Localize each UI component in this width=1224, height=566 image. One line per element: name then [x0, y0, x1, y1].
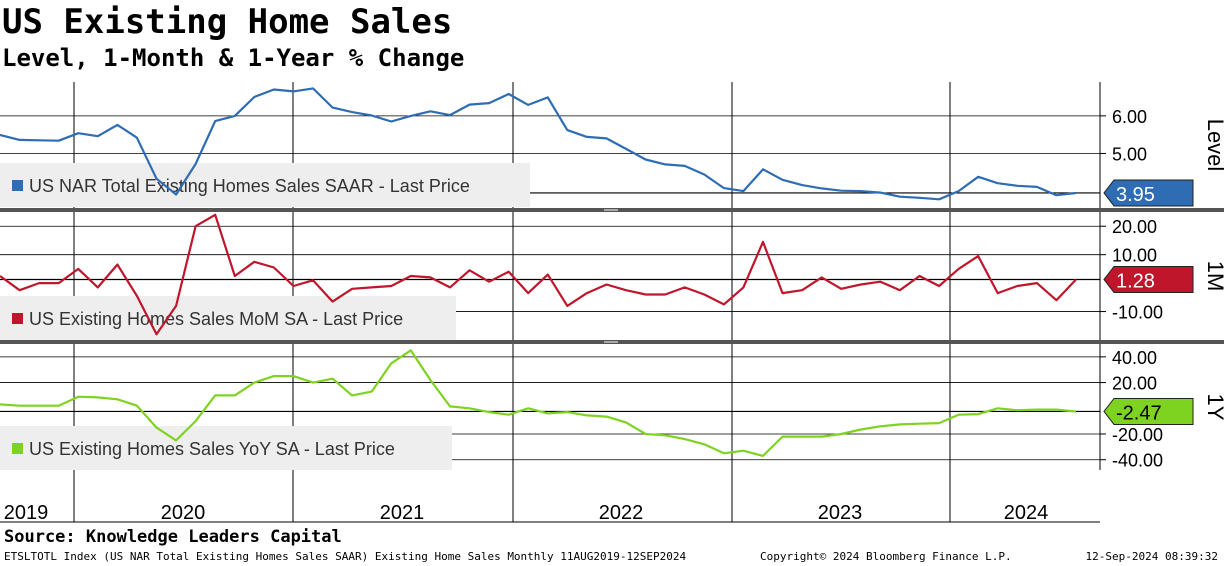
level-last-value-tag — [1103, 179, 1194, 207]
yoy-last-value-text: -2.47 — [1116, 402, 1162, 424]
x-tick-label-2023: 2023 — [818, 502, 863, 524]
footer-timestamp: 12-Sep-2024 08:39:32 — [1085, 550, 1218, 563]
x-tick-label-2019: 2019 — [4, 502, 49, 524]
level-legend-text: US NAR Total Existing Homes Sales SAAR -… — [29, 176, 470, 196]
yoy-tick-label-3: -40.00 — [1112, 451, 1163, 471]
mom-tick-label-0: 20.00 — [1112, 217, 1157, 237]
mom-legend-text: US Existing Homes Sales MoM SA - Last Pr… — [29, 309, 403, 329]
level-last-value-text: 3.95 — [1116, 184, 1155, 206]
yoy-legend-swatch — [12, 443, 23, 454]
x-tick-label-2024: 2024 — [1004, 502, 1049, 524]
level-legend-box — [0, 163, 530, 207]
source-note: Source: Knowledge Leaders Capital — [4, 527, 342, 547]
x-tick-label-2021: 2021 — [380, 502, 425, 524]
yoy-panel-label: 1Y — [1203, 394, 1224, 421]
mom-last-value-text: 1.28 — [1116, 270, 1155, 292]
yoy-legend-text: US Existing Homes Sales YoY SA - Last Pr… — [29, 439, 395, 459]
chart-subtitle: Level, 1-Month & 1-Year % Change — [2, 44, 465, 72]
mom-tick-label-2: -10.00 — [1112, 303, 1163, 323]
x-tick-label-2020: 2020 — [161, 502, 206, 524]
level-panel-label: Level — [1203, 119, 1224, 172]
level-tick-label-1: 5.00 — [1112, 144, 1147, 164]
mom-series-line — [0, 213, 1077, 336]
x-tick-label-2022: 2022 — [599, 502, 644, 524]
chart-title: US Existing Home Sales — [2, 2, 453, 42]
mom-legend-swatch — [12, 313, 23, 324]
footer-index-description: ETSLTOTL Index (US NAR Total Existing Ho… — [4, 550, 687, 563]
level-series-line — [0, 87, 1077, 201]
level-legend-swatch — [12, 180, 23, 191]
mom-panel-label: 1M — [1203, 261, 1224, 292]
mom-legend-box — [0, 296, 456, 340]
mom-tick-label-1: 10.00 — [1112, 246, 1157, 266]
yoy-series-line — [0, 349, 1077, 457]
footer-copyright: Copyright© 2024 Bloomberg Finance L.P. — [760, 550, 1012, 563]
yoy-tick-label-1: 20.00 — [1112, 374, 1157, 394]
yoy-legend-box — [0, 426, 452, 470]
yoy-last-value-tag — [1103, 397, 1194, 425]
mom-last-value-tag — [1103, 265, 1194, 293]
level-tick-label-0: 6.00 — [1112, 107, 1147, 127]
yoy-tick-label-2: -20.00 — [1112, 425, 1163, 445]
yoy-tick-label-0: 40.00 — [1112, 348, 1157, 368]
